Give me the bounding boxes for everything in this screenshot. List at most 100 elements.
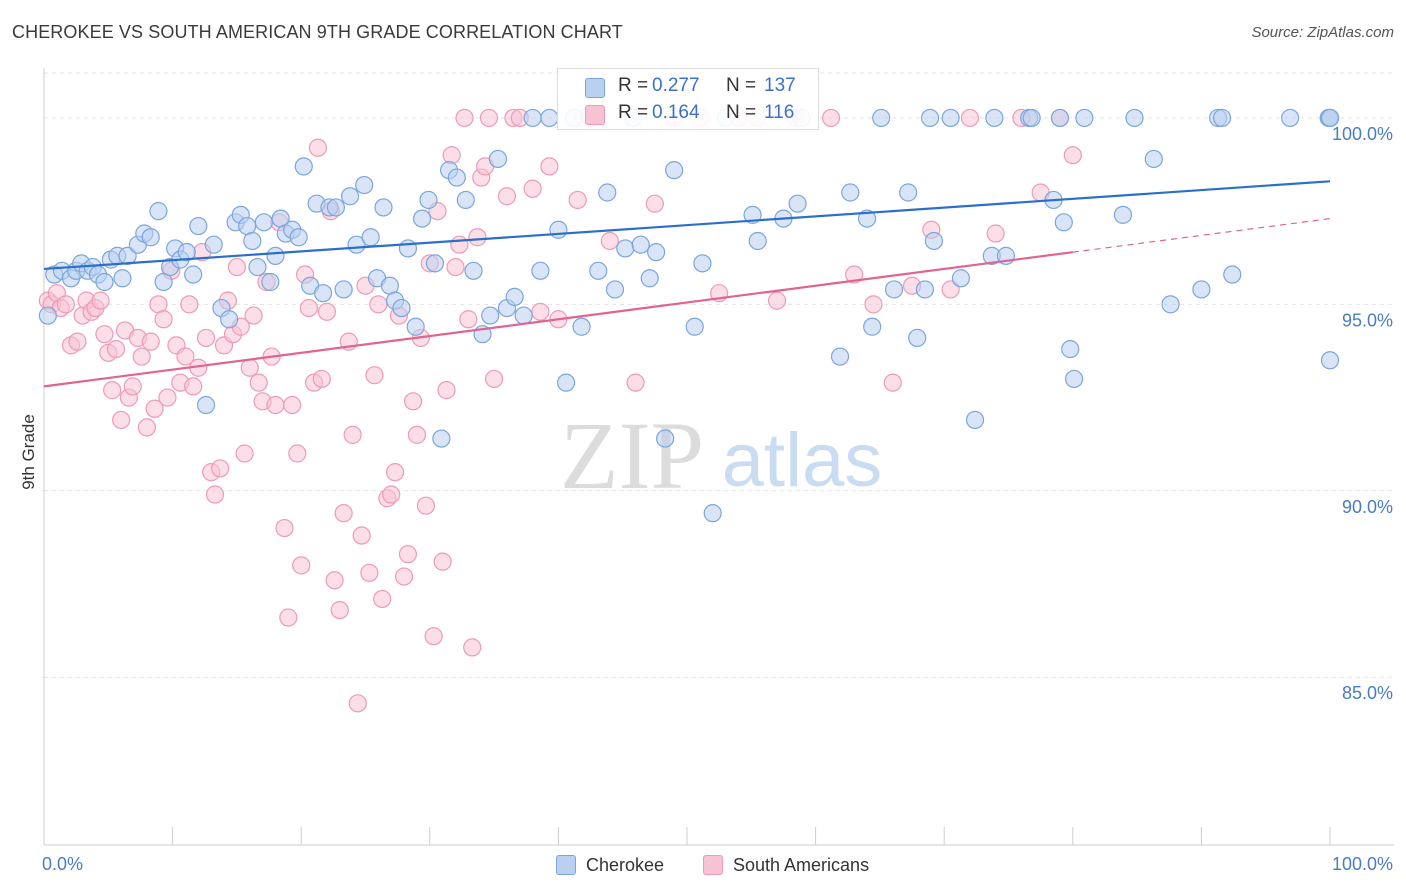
south-americans-point <box>249 373 268 392</box>
south-americans-point <box>158 388 177 407</box>
cherokee-point <box>204 235 223 254</box>
cherokee-point <box>540 108 559 128</box>
cherokee-point <box>95 272 114 292</box>
south-americans-point <box>123 377 142 396</box>
cherokee-point <box>406 317 425 336</box>
south-americans-point <box>312 369 331 389</box>
cherokee-point <box>361 228 380 247</box>
n-value: 116 <box>764 102 795 123</box>
cherokee-point <box>941 108 960 128</box>
cherokee-point <box>419 190 438 210</box>
south-americans-point <box>433 552 452 571</box>
south-americans-point <box>360 563 379 582</box>
cherokee-point <box>398 239 418 258</box>
south-americans-point <box>317 302 337 321</box>
south-americans-point <box>523 179 542 198</box>
cherokee-point <box>531 261 550 280</box>
south-americans-trend-line <box>43 251 1073 388</box>
cherokee-point <box>505 287 524 306</box>
cherokee-point <box>1125 108 1144 128</box>
south-americans-point <box>141 332 160 351</box>
axes <box>43 68 1394 846</box>
south-americans-point <box>196 328 216 348</box>
south-americans-point <box>68 332 87 351</box>
south-americans-point <box>240 358 259 377</box>
south-americans-point <box>132 347 151 366</box>
cherokee-point <box>456 190 475 210</box>
cherokee-point <box>220 310 239 329</box>
cherokee-point <box>631 235 650 254</box>
y-tick-label: 85.0% <box>1342 683 1393 703</box>
r-label: R = <box>618 75 649 96</box>
cherokee-point <box>549 220 568 239</box>
cherokee-point <box>425 254 445 273</box>
y-axis-label: 9th Grade <box>19 414 38 490</box>
cherokee-point <box>703 504 722 523</box>
tick-labels: 100.0% 95.0% 90.0% 85.0% 0.0% 100.0% <box>42 124 1393 874</box>
cherokee-point <box>908 328 927 348</box>
south-americans-point <box>205 485 225 504</box>
south-americans-point <box>459 310 478 329</box>
cherokee-point <box>289 228 308 247</box>
south-americans-point <box>334 504 353 523</box>
cherokee-point <box>464 261 483 280</box>
n-label: N = <box>726 102 757 123</box>
cherokee-point <box>313 284 333 303</box>
cherokee-point <box>863 317 882 336</box>
legend-label-cherokee: Cherokee <box>586 854 665 875</box>
cherokee-point <box>1192 280 1211 299</box>
south-americans-point <box>308 138 328 157</box>
cherokee-point <box>915 280 935 299</box>
cherokee-point <box>248 257 267 277</box>
cherokee-point <box>640 269 659 288</box>
cherokee-point <box>748 231 767 251</box>
south-americans-point <box>821 108 841 128</box>
cherokee-trend-line <box>43 180 1331 271</box>
cherokee-point <box>1223 265 1242 284</box>
legend-item-south-americans[interactable]: South Americans <box>703 852 869 878</box>
south-americans-point <box>485 369 504 389</box>
r-label: R = <box>618 102 649 123</box>
cherokee-point <box>1320 108 1340 128</box>
cherokee-point <box>118 246 137 265</box>
cherokee-point <box>392 298 411 318</box>
cherokee-point <box>432 429 451 448</box>
south-americans-point <box>348 694 367 713</box>
n-value: 137 <box>764 75 796 96</box>
south-americans-point <box>450 235 469 254</box>
cherokee-point <box>920 108 940 128</box>
cherokee-point <box>665 161 684 180</box>
south-americans-point <box>540 157 559 176</box>
south-americans-legend-swatch <box>703 855 723 875</box>
south-americans-point <box>369 295 388 314</box>
cherokee-point <box>113 269 132 288</box>
cherokee-point <box>616 239 635 258</box>
cherokee-point <box>924 231 944 251</box>
cherokee-point <box>189 216 208 236</box>
cherokee-legend-swatch <box>556 855 576 875</box>
cherokee-point <box>647 243 666 262</box>
south-americans-point <box>479 108 499 128</box>
cherokee-point <box>557 373 576 392</box>
cherokee-point <box>334 280 353 299</box>
south-americans-point <box>600 231 619 251</box>
south-americans-point <box>941 280 960 299</box>
south-americans-point <box>180 295 199 314</box>
south-americans-point <box>365 366 384 385</box>
cherokee-point <box>1075 108 1094 128</box>
y-tick-label: 95.0% <box>1342 310 1393 330</box>
cherokee-point <box>1212 108 1232 128</box>
cherokee-point <box>872 108 891 128</box>
y-tick-label: 100.0% <box>1332 124 1393 144</box>
south-americans-point <box>645 194 664 213</box>
cherokee-point <box>1281 108 1300 128</box>
south-americans-point <box>845 265 864 284</box>
south-americans-point <box>455 108 474 128</box>
south-americans-point <box>103 381 122 400</box>
south-americans-point <box>235 444 254 463</box>
cherokee-point <box>985 108 1004 128</box>
cherokee-point <box>1113 205 1133 224</box>
south-americans-point <box>424 627 443 646</box>
legend-item-cherokee[interactable]: Cherokee <box>556 852 664 878</box>
